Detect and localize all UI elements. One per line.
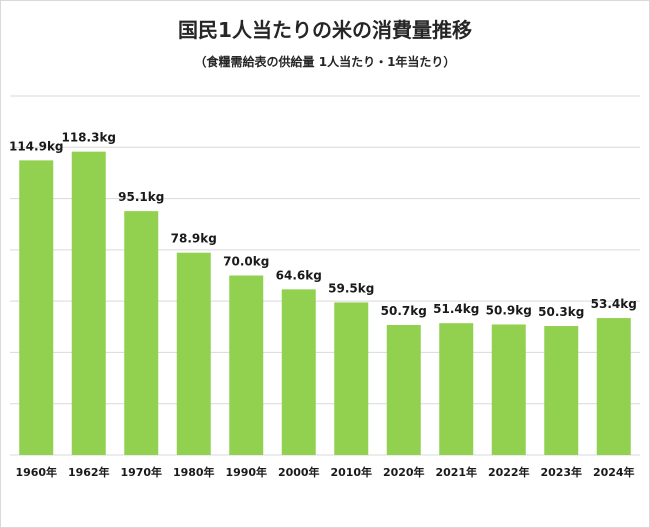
x-tick-label: 1960年 — [15, 465, 57, 479]
x-tick-label: 2024年 — [593, 465, 635, 479]
bar-2023年 — [544, 326, 579, 455]
data-label: 50.7kg — [381, 304, 427, 318]
data-label: 78.9kg — [171, 232, 217, 246]
data-label: 95.1kg — [118, 190, 164, 204]
x-tick-label: 1990年 — [225, 465, 267, 479]
bar-1970年 — [124, 211, 159, 455]
x-tick-label: 2023年 — [540, 465, 582, 479]
data-label: 51.4kg — [433, 302, 479, 316]
data-label: 53.4kg — [591, 297, 637, 311]
bar-2022年 — [491, 324, 526, 455]
data-label: 64.6kg — [276, 268, 322, 282]
x-tick-labels: 1960年 1962年 1970年 1980年 1990年 2000年 2010年 2020年… — [15, 465, 634, 479]
bars — [19, 151, 631, 455]
bar-2020年 — [386, 324, 421, 455]
x-tick-label: 2010年 — [330, 465, 372, 479]
x-tick-label: 2021年 — [435, 465, 477, 479]
x-tick-label: 2000年 — [278, 465, 320, 479]
bar-1990年 — [229, 275, 264, 455]
bar-2000年 — [281, 289, 316, 455]
chart-subtitle: （食糧需給表の供給量 1人当たり・1年当たり） — [194, 55, 456, 69]
chart-title: 国民1人当たりの米の消費量推移 — [178, 18, 472, 42]
bar-2021年 — [439, 323, 474, 455]
bar-2024年 — [596, 318, 631, 455]
data-label: 59.5kg — [328, 281, 374, 295]
x-tick-label: 1962年 — [68, 465, 110, 479]
data-label: 50.9kg — [486, 303, 532, 317]
bar-1962年 — [71, 151, 106, 455]
data-label: 114.9kg — [9, 139, 64, 153]
data-label: 70.0kg — [223, 255, 269, 269]
bar-2010年 — [334, 302, 369, 455]
x-tick-label: 1980年 — [173, 465, 215, 479]
x-tick-label: 1970年 — [120, 465, 162, 479]
bar-1980年 — [176, 252, 211, 455]
x-tick-label: 2022年 — [488, 465, 530, 479]
bar-1960年 — [19, 160, 54, 455]
gridlines — [10, 95, 640, 456]
data-label: 118.3kg — [61, 131, 116, 145]
data-label: 50.3kg — [538, 305, 584, 319]
x-tick-label: 2020年 — [383, 465, 425, 479]
